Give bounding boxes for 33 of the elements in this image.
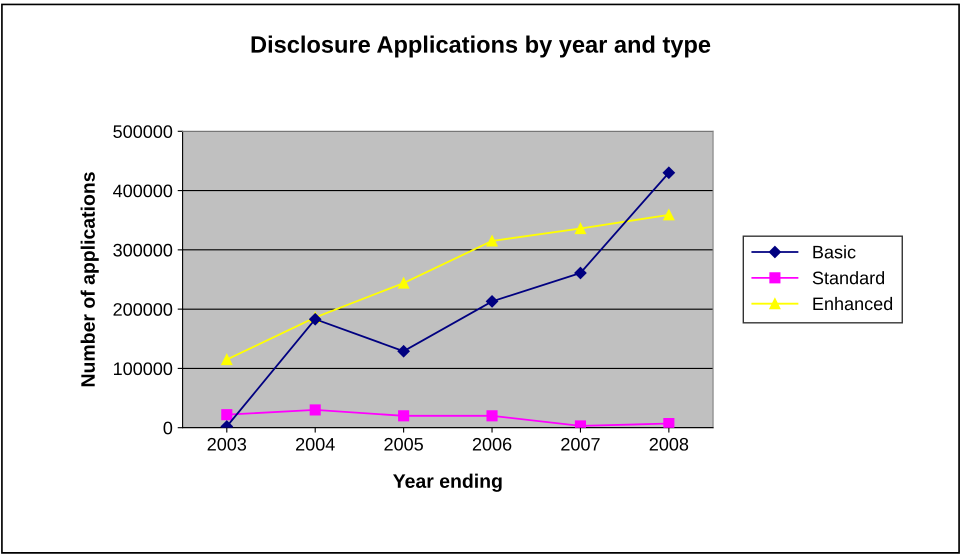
point [486, 410, 498, 422]
point [310, 404, 321, 416]
point [574, 266, 587, 280]
point [221, 409, 232, 420]
legend-label: Enhanced [813, 296, 892, 310]
point [398, 410, 410, 422]
y-tick-label: 500000 [113, 125, 172, 138]
y-axis-title: Number of applications [80, 172, 99, 386]
x-tick-label: 2004 [296, 438, 335, 451]
y-tick-label: 300000 [113, 244, 172, 257]
point [574, 222, 586, 234]
point [486, 295, 498, 308]
x-tick-label: 2008 [650, 438, 688, 451]
point [309, 313, 322, 326]
x-axis-title: Year ending [393, 474, 502, 492]
point [398, 345, 410, 358]
y-tick-label: 100000 [114, 362, 172, 376]
y-tick-label: 400000 [113, 184, 172, 198]
x-tick-label: 2005 [384, 438, 423, 451]
x-tick-label: 2003 [208, 438, 246, 451]
x-tick-label: 2006 [472, 438, 512, 451]
point [221, 354, 232, 366]
x-tick-label: 2007 [561, 438, 600, 451]
legend-label: Standard [812, 271, 884, 284]
legend-label: Basic [813, 245, 856, 258]
y-tick-label: 0 [164, 422, 172, 434]
point [486, 235, 498, 247]
point [662, 166, 675, 179]
point [663, 209, 674, 220]
chart-title: Disclosure Applications by year and type [252, 36, 710, 58]
point [663, 418, 674, 428]
point [398, 277, 410, 289]
y-tick-label: 200000 [114, 303, 172, 316]
